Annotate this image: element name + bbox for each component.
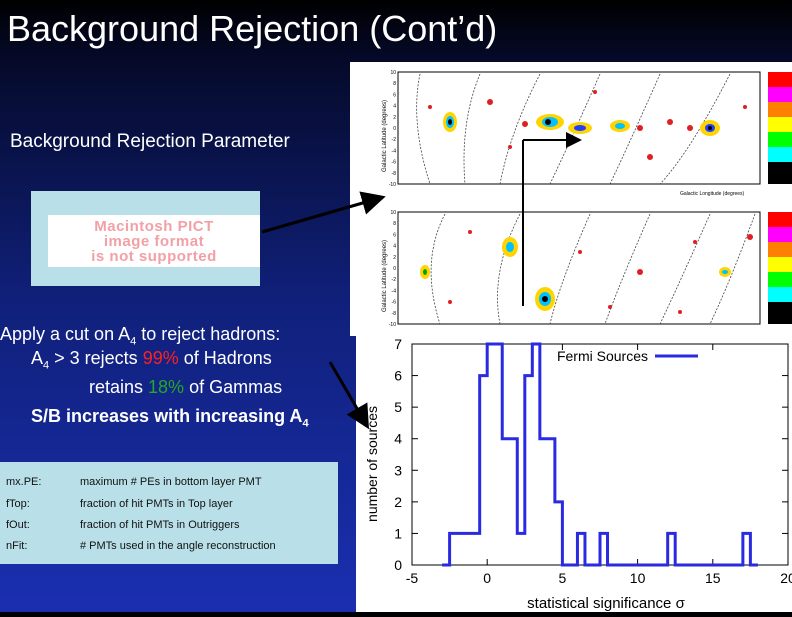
param-table: mx.PE: maximum # PEs in bottom layer PMT …: [0, 462, 338, 564]
map-ytick-label: 10: [390, 210, 396, 216]
lower-map-blobs: [420, 230, 753, 314]
map-ytick-label: -6: [392, 300, 397, 306]
map-ytick-label: 0: [393, 266, 396, 272]
pict-line-3: is not supported: [91, 247, 217, 265]
cut-line-4: S/B increases with increasing A4: [31, 406, 309, 430]
x-tick-label: -5: [406, 570, 419, 586]
map-ytick-label: -8: [392, 311, 397, 317]
legend-label: Fermi Sources: [557, 348, 648, 364]
map-ytick-label: 4: [393, 104, 396, 110]
pict-line-1: Macintosh PICT: [94, 217, 214, 235]
y-tick-label: 1: [394, 525, 402, 541]
slide-title: Background Rejection (Cont’d): [7, 8, 498, 49]
map-ytick-label: 0: [393, 126, 396, 132]
table-row: fOut: fraction of hit PMTs in Outriggers: [6, 519, 240, 531]
upper-map-blobs: [428, 90, 747, 160]
x-tick-label: 10: [630, 570, 646, 586]
map-ytick-label: -4: [392, 148, 397, 154]
map-ytick-label: 2: [393, 255, 396, 261]
color-scale-upper: [768, 72, 792, 184]
lower-map-ylabel: Galactic Latitude (degrees): [382, 240, 388, 312]
y-tick-label: 2: [394, 494, 402, 510]
y-tick-label: 4: [394, 431, 402, 447]
cut-line-3: retains 18% of Gammas: [89, 377, 283, 397]
table-row: fTop: fraction of hit PMTs in Top layer: [6, 498, 233, 510]
map-ytick-label: -6: [392, 160, 397, 166]
cut-line-1: Apply a cut on A4 to reject hadrons:: [0, 324, 281, 348]
x-tick-label: 20: [780, 570, 792, 586]
pict-line-2: image format: [103, 232, 205, 250]
sky-maps-svg: Galactic Latitude (degrees) Galactic Lat…: [382, 70, 792, 328]
gamma-percent: 18%: [148, 377, 185, 397]
map-ytick-label: 8: [393, 221, 396, 227]
chart-ylabel: number of sources: [364, 406, 380, 522]
color-scale-lower: [768, 212, 792, 324]
table-row: mx.PE: maximum # PEs in bottom layer PMT: [6, 476, 262, 488]
sky-maps-panel: Galactic Latitude (degrees) Galactic Lat…: [350, 62, 792, 336]
cut-line-2: A4 > 3 rejects 99% of Hadrons: [31, 348, 272, 372]
map-ytick-label: 6: [393, 232, 396, 238]
map-ytick-label: -10: [389, 182, 396, 188]
upper-map-ylabel: Galactic Latitude (degrees): [382, 100, 388, 172]
x-tick-label: 15: [705, 570, 721, 586]
map-y-ticks: 10 8 6 4 2 0 -2 -4 -6 -8 -10 10 8 6 4 2 0 -2 -4 -6 -8 -10: [389, 70, 396, 328]
map-ytick-label: -2: [392, 277, 397, 283]
pict-placeholder: Macintosh PICT image format is not suppo…: [48, 215, 260, 267]
y-tick-label: 6: [394, 368, 402, 384]
x-tick-label: 0: [483, 570, 491, 586]
chart-xlabel: statistical significance σ: [527, 595, 685, 612]
map-ytick-label: -10: [389, 322, 396, 328]
table-row: nFit: # PMTs used in the angle reconstruc…: [6, 540, 276, 552]
lower-map-frame: [397, 211, 761, 325]
plot-frame: [411, 343, 789, 566]
map-ytick-label: -8: [392, 171, 397, 177]
y-tick-label: 3: [394, 462, 402, 478]
map-ytick-label: 2: [393, 115, 396, 121]
y-tick-label: 7: [394, 336, 402, 352]
param-heading: Background Rejection Parameter: [10, 131, 290, 152]
map-ytick-label: -2: [392, 137, 397, 143]
map-ytick-label: 6: [393, 92, 396, 98]
hadron-percent: 99%: [142, 348, 179, 368]
histogram-chart: number of sources statistical significan…: [364, 336, 792, 612]
map-ytick-label: 4: [393, 244, 396, 250]
y-tick-label: 5: [394, 399, 402, 415]
map-ytick-label: 8: [393, 81, 396, 87]
histogram-panel: number of sources statistical significan…: [356, 336, 792, 612]
upper-map-xlabel: Galactic Longitude (degrees): [680, 191, 745, 197]
y-tick-label: 0: [394, 557, 402, 573]
map-ytick-label: -4: [392, 288, 397, 294]
map-ytick-label: 10: [390, 70, 396, 76]
x-tick-label: 5: [559, 570, 567, 586]
histogram-series-fermi: [442, 342, 758, 567]
